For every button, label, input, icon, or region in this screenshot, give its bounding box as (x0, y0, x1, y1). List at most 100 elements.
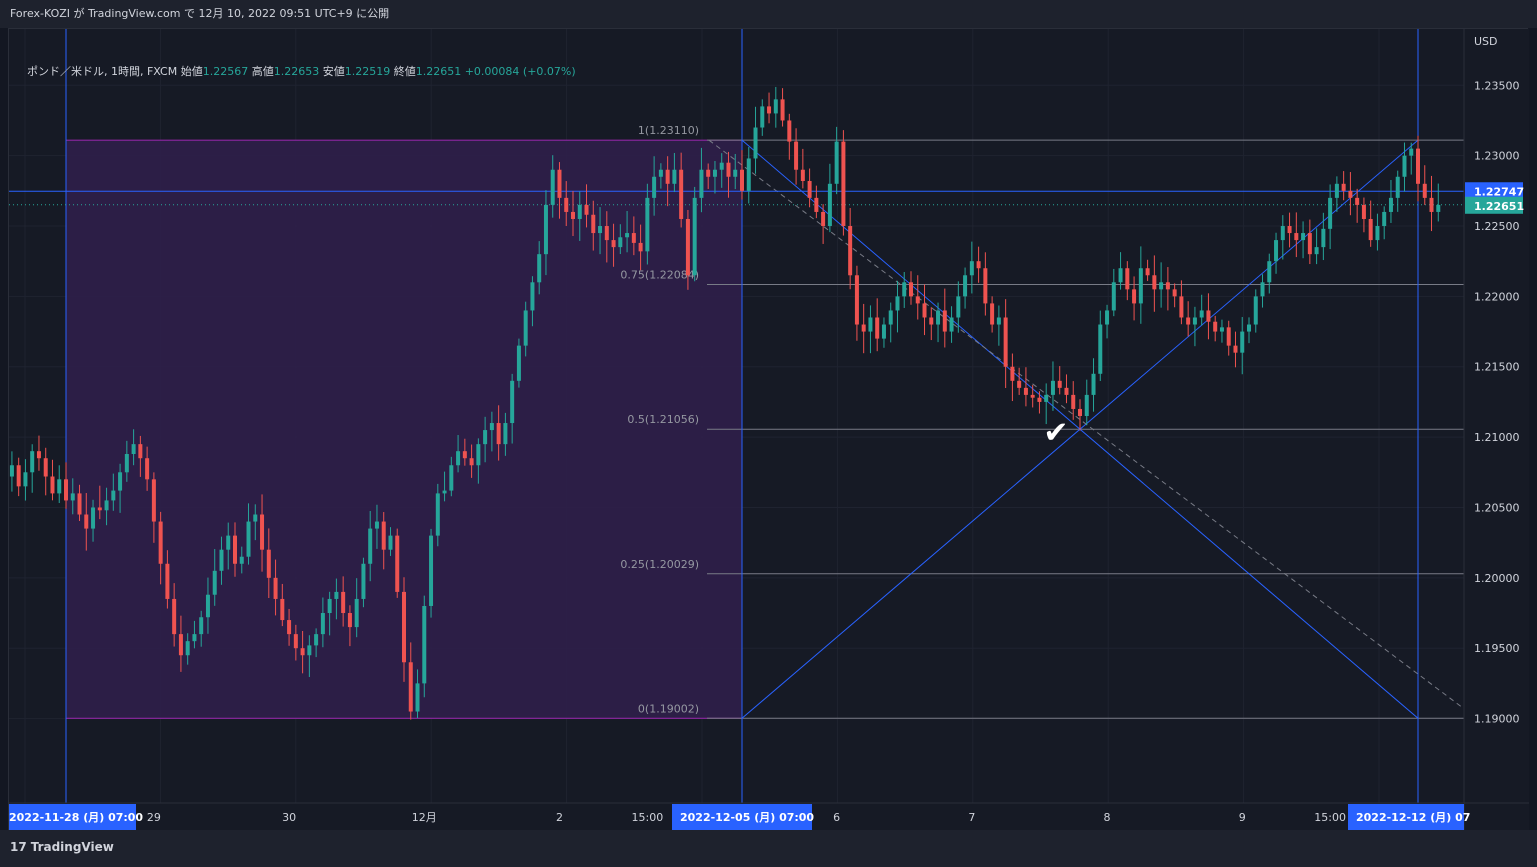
candle-body (1219, 327, 1224, 332)
candle-body (260, 514, 265, 550)
candle-body (449, 465, 454, 491)
candle-body (361, 563, 366, 599)
candle-body (307, 645, 312, 656)
candle-body (510, 380, 515, 424)
candle-body (1145, 268, 1150, 276)
candle-body (476, 444, 481, 466)
candle-body (807, 180, 812, 198)
candle-body (273, 577, 278, 599)
candle-body (287, 620, 292, 635)
candle-body (1152, 275, 1157, 290)
candle-body (516, 345, 521, 381)
candle-body (557, 169, 562, 198)
candle-body (64, 479, 68, 501)
candle-body (1382, 211, 1387, 227)
time-tick-label: 9 (1239, 811, 1246, 824)
crosshair-price-label: 1.22747 (1474, 185, 1524, 198)
candle-body (239, 556, 244, 564)
candle-body (584, 204, 589, 215)
close-label: 終値 (393, 65, 416, 78)
candle-body (1132, 289, 1137, 304)
candle-body (442, 490, 447, 494)
candle-body (530, 282, 535, 311)
time-tick-label: 8 (1104, 811, 1111, 824)
high-label: 高値 (251, 65, 274, 78)
candle-body (503, 423, 508, 445)
candle-body (1253, 296, 1258, 325)
candle-body (1314, 247, 1319, 255)
candle-body (219, 549, 224, 571)
candle-body (1375, 226, 1380, 241)
candle-body (1206, 310, 1211, 322)
candle-body (1078, 408, 1082, 416)
time-tick-label: 29 (147, 811, 161, 824)
candle-body (1037, 397, 1042, 402)
tradingview-logo[interactable]: 17 TradingView (10, 840, 114, 854)
candle-body (746, 158, 751, 191)
candle-body (733, 169, 738, 177)
candle-body (192, 634, 197, 642)
candle-body (571, 211, 575, 219)
time-highlight-badge (672, 804, 812, 830)
last-price-label: 1.22651 (1474, 200, 1524, 213)
candle-body (760, 106, 765, 128)
candle-body (983, 268, 988, 304)
candle-body (537, 254, 542, 283)
candle-body (875, 317, 880, 339)
fib-level-label: 1(1.23110) (638, 124, 699, 137)
fib-level-label: 0(1.19002) (638, 702, 699, 715)
candle-body (489, 423, 494, 431)
candle-body (118, 472, 123, 491)
candle-body (1118, 268, 1123, 283)
candle-body (841, 141, 846, 227)
candle-body (895, 296, 900, 311)
symbol-name: ポンド／米ドル, 1時間, FXCM (27, 65, 178, 78)
candle-body (848, 226, 853, 276)
candle-body (1402, 155, 1407, 177)
chart-pane[interactable]: 1(1.23110) 0.75(1.22084) 0.5(1.21056) 0.25(… (8, 28, 1529, 831)
candle-body (124, 453, 129, 473)
candle-body (374, 521, 379, 529)
candle-body (598, 226, 603, 234)
candle-body (300, 648, 305, 656)
candle-body (827, 183, 832, 227)
candle-body (929, 317, 934, 325)
candle-body (1301, 233, 1306, 241)
candle-body (868, 317, 873, 332)
candle-body (1172, 289, 1177, 297)
price-tick-label: 1.22500 (1474, 220, 1520, 233)
price-tick-label: 1.19500 (1474, 642, 1520, 655)
candle-body (205, 594, 210, 618)
publish-info: Forex-KOZI が TradingView.com で 12月 10, 2… (10, 7, 390, 20)
open-value: 1.22567 (202, 65, 249, 78)
candle-body (1287, 226, 1292, 234)
candle-body (1192, 317, 1197, 325)
candle-body (347, 613, 352, 628)
candle-body (976, 261, 981, 269)
candlestick-chart[interactable]: 1(1.23110) 0.75(1.22084) 0.5(1.21056) 0.25(… (9, 29, 1529, 831)
candle-body (996, 317, 1001, 325)
price-tick-label: 1.20000 (1474, 572, 1520, 585)
candle-body (915, 296, 920, 304)
candle-body (1159, 282, 1164, 290)
price-tick-label: 1.22000 (1474, 290, 1520, 303)
candle-body (1355, 197, 1360, 205)
candle-body (638, 242, 643, 252)
candle-body (794, 141, 799, 170)
price-axis-bg (1464, 29, 1529, 831)
candle-body (57, 479, 62, 494)
low-value: 1.22519 (344, 65, 391, 78)
candle-body (43, 458, 48, 477)
candle-body (280, 598, 285, 621)
candle-body (84, 514, 89, 529)
candle-body (1105, 310, 1110, 325)
candle-body (151, 479, 156, 522)
candle-body (780, 99, 785, 121)
candle-body (1409, 148, 1414, 156)
candle-body (77, 493, 82, 515)
candle-body (699, 169, 704, 198)
candle-body (233, 535, 237, 564)
tradingview-icon: 17 (10, 840, 27, 854)
candle-body (131, 444, 136, 454)
candle-body (936, 310, 941, 325)
